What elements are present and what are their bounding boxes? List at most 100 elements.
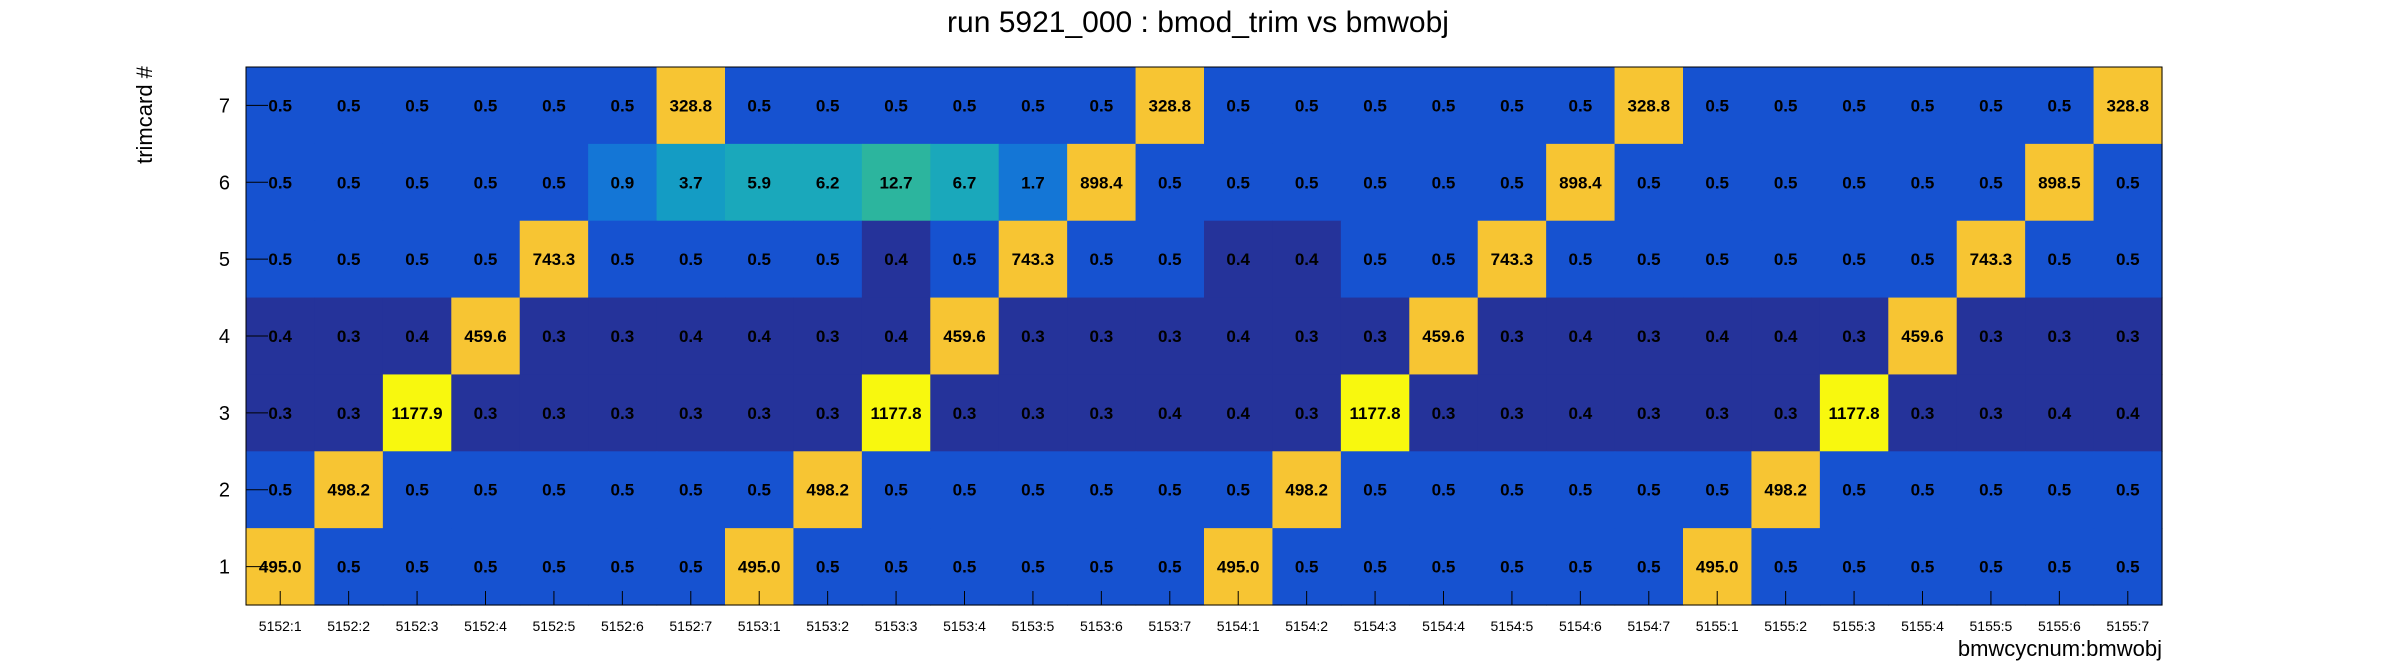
x-tick-label: 5154:3: [1354, 618, 1397, 634]
chart-title: run 5921_000 : bmod_trim vs bmwobj: [947, 6, 1449, 39]
x-tick-label: 5153:1: [738, 618, 781, 634]
cell-value-label: 898.4: [1080, 173, 1123, 192]
cell-value-label: 0.3: [1842, 327, 1866, 346]
cell-value-label: 495.0: [1217, 558, 1260, 577]
cell-value-label: 0.5: [1363, 173, 1387, 192]
cell-value-label: 0.5: [953, 481, 977, 500]
heatmap-cell: [930, 374, 1000, 452]
cell-value-label: 0.3: [1979, 327, 2003, 346]
x-tick-label: 5152:1: [259, 618, 302, 634]
cell-value-label: 0.5: [1432, 481, 1456, 500]
cell-value-label: 459.6: [464, 327, 507, 346]
cell-value-label: 0.5: [1911, 96, 1935, 115]
x-tick-label: 5152:3: [396, 618, 439, 634]
x-tick-label: 5152:6: [601, 618, 644, 634]
cell-value-label: 0.3: [268, 404, 292, 423]
heatmap-cell: [1819, 374, 1889, 452]
heatmap-cell: [1067, 220, 1137, 299]
cell-value-label: 498.2: [1285, 481, 1328, 500]
cell-value-label: 328.8: [670, 96, 713, 115]
heatmap-cell: [1409, 143, 1479, 222]
heatmap-cell: [725, 451, 795, 529]
heatmap-cell: [2025, 297, 2095, 376]
cell-value-label: 0.5: [1158, 250, 1182, 269]
heatmap-cell: [1683, 143, 1753, 222]
cell-value-label: 0.5: [337, 250, 361, 269]
heatmap-cell: [930, 143, 1000, 222]
heatmap-cell: [314, 67, 384, 145]
cell-value-label: 0.5: [1705, 250, 1729, 269]
cell-value-label: 0.5: [474, 250, 498, 269]
cell-value-label: 0.5: [679, 558, 703, 577]
cell-value-label: 0.5: [1432, 173, 1456, 192]
cell-value-label: 0.5: [1432, 250, 1456, 269]
cell-value-label: 0.5: [1363, 481, 1387, 500]
heatmap-cell: [1683, 67, 1753, 145]
cell-value-label: 0.3: [337, 404, 361, 423]
cell-value-label: 0.5: [1911, 558, 1935, 577]
heatmap-cell: [930, 220, 1000, 299]
cell-value-label: 0.3: [1500, 327, 1524, 346]
cell-value-label: 0.5: [405, 558, 429, 577]
cell-value-label: 0.5: [337, 558, 361, 577]
x-tick-label: 5153:2: [806, 618, 849, 634]
heatmap-cell: [1204, 451, 1274, 529]
heatmap-cell: [725, 297, 795, 376]
cell-value-label: 0.3: [1637, 404, 1661, 423]
cell-value-label: 0.5: [747, 481, 771, 500]
cell-value-label: 0.5: [2048, 96, 2072, 115]
cell-value-label: 0.3: [1774, 404, 1798, 423]
cell-value-label: 0.3: [1911, 404, 1935, 423]
cell-value-label: 0.5: [1158, 558, 1182, 577]
cell-value-label: 0.5: [474, 481, 498, 500]
heatmap-cell: [1272, 67, 1342, 145]
heatmap-cell: [861, 67, 931, 145]
cell-value-label: 0.5: [1500, 173, 1524, 192]
cell-value-label: 0.5: [1021, 558, 1045, 577]
heatmap-cell: [2025, 374, 2095, 452]
x-tick-label: 5155:7: [2106, 618, 2149, 634]
cell-value-label: 0.5: [268, 96, 292, 115]
heatmap-cell: [2093, 451, 2163, 529]
y-axis: 1 2 3 4 5 6 7: [219, 95, 268, 579]
y-tick-label: 6: [219, 172, 230, 194]
cell-value-label: 0.9: [611, 173, 635, 192]
cell-value-label: 0.5: [1569, 558, 1593, 577]
heatmap-cell: [1819, 297, 1889, 376]
cell-value-label: 0.4: [884, 327, 908, 346]
heatmap-cell: [1819, 67, 1889, 145]
cell-value-label: 0.5: [1158, 173, 1182, 192]
x-tick-label: 5153:4: [943, 618, 986, 634]
heatmap-cell: [451, 297, 521, 376]
cell-value-label: 0.4: [2048, 404, 2072, 423]
heatmap-cell: [1409, 451, 1479, 529]
cell-value-label: 0.5: [611, 558, 635, 577]
heatmap-cell: [1409, 374, 1479, 452]
cell-value-label: 0.5: [337, 96, 361, 115]
cell-value-label: 0.3: [1090, 327, 1114, 346]
cell-value-label: 0.5: [405, 96, 429, 115]
heatmap-cell: [1614, 374, 1684, 452]
heatmap-cell: [1477, 220, 1547, 299]
heatmap-cell: [1546, 451, 1616, 529]
cell-value-label: 12.7: [880, 173, 913, 192]
heatmap-cell: [2093, 297, 2163, 376]
heatmap-cell: [1204, 220, 1274, 299]
heatmap-cell: [1888, 451, 1958, 529]
cell-value-label: 0.3: [1021, 404, 1045, 423]
cell-value-label: 0.5: [1842, 96, 1866, 115]
heatmap-cell: [1135, 451, 1205, 529]
heatmap-cell: [930, 297, 1000, 376]
cell-value-label: 0.3: [953, 404, 977, 423]
heatmap-cell: [1751, 143, 1821, 222]
cell-value-label: 0.5: [474, 173, 498, 192]
cell-value-label: 0.3: [1432, 404, 1456, 423]
cell-value-label: 0.4: [1569, 327, 1593, 346]
cell-value-label: 0.5: [884, 96, 908, 115]
heatmap-cell: [1614, 297, 1684, 376]
heatmap-cell: [1272, 451, 1342, 529]
heatmap-cell: [382, 374, 452, 452]
cell-value-label: 0.3: [816, 327, 840, 346]
heatmap-cell: [2093, 374, 2163, 452]
heatmap-cell: [1683, 374, 1753, 452]
